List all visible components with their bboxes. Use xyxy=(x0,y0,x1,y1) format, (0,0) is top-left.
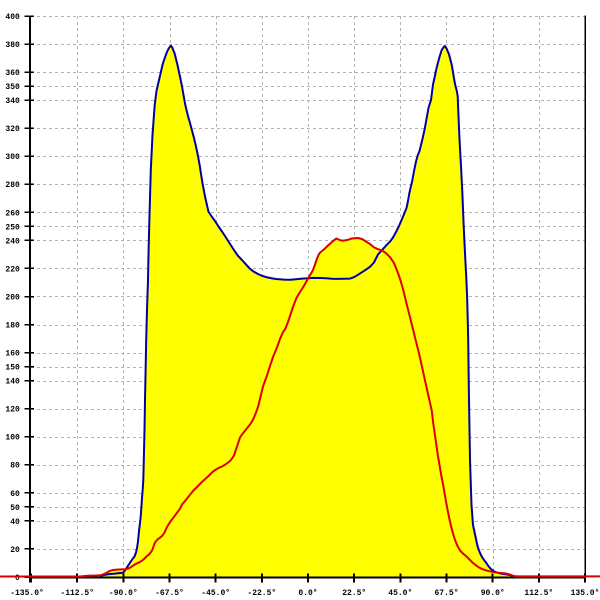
svg-text:90.0°: 90.0° xyxy=(481,589,505,598)
svg-text:200: 200 xyxy=(5,293,20,302)
svg-text:112.5°: 112.5° xyxy=(524,589,553,598)
svg-text:140: 140 xyxy=(5,378,20,387)
svg-text:280: 280 xyxy=(5,181,20,190)
svg-text:-45.0°: -45.0° xyxy=(201,589,230,598)
svg-text:320: 320 xyxy=(5,125,20,134)
svg-text:67.5°: 67.5° xyxy=(434,589,458,598)
svg-text:260: 260 xyxy=(5,209,20,218)
svg-text:340: 340 xyxy=(5,97,20,106)
svg-text:80: 80 xyxy=(10,462,20,471)
svg-text:240: 240 xyxy=(5,237,20,246)
svg-text:135.0°: 135.0° xyxy=(571,589,600,598)
svg-text:22.5°: 22.5° xyxy=(342,589,366,598)
svg-text:180: 180 xyxy=(5,321,20,330)
svg-text:-67.5°: -67.5° xyxy=(155,589,184,598)
svg-text:40: 40 xyxy=(10,518,20,527)
svg-text:0: 0 xyxy=(15,574,20,583)
svg-text:-135.0°: -135.0° xyxy=(10,589,44,598)
svg-text:100: 100 xyxy=(5,434,20,443)
svg-text:350: 350 xyxy=(5,83,20,92)
svg-text:380: 380 xyxy=(5,41,20,50)
svg-text:60: 60 xyxy=(10,490,20,499)
svg-text:45.0°: 45.0° xyxy=(388,589,412,598)
svg-text:-22.5°: -22.5° xyxy=(247,589,276,598)
svg-text:120: 120 xyxy=(5,406,20,415)
svg-text:160: 160 xyxy=(5,350,20,359)
svg-text:-112.5°: -112.5° xyxy=(60,589,94,598)
svg-text:-90.0°: -90.0° xyxy=(109,589,138,598)
svg-text:50: 50 xyxy=(10,504,20,513)
svg-text:20: 20 xyxy=(10,546,20,555)
svg-text:400: 400 xyxy=(5,13,20,22)
svg-text:360: 360 xyxy=(5,69,20,78)
svg-text:150: 150 xyxy=(5,364,20,373)
svg-text:0.0°: 0.0° xyxy=(298,589,317,598)
svg-text:250: 250 xyxy=(5,223,20,232)
svg-text:300: 300 xyxy=(5,153,20,162)
svg-text:220: 220 xyxy=(5,265,20,274)
